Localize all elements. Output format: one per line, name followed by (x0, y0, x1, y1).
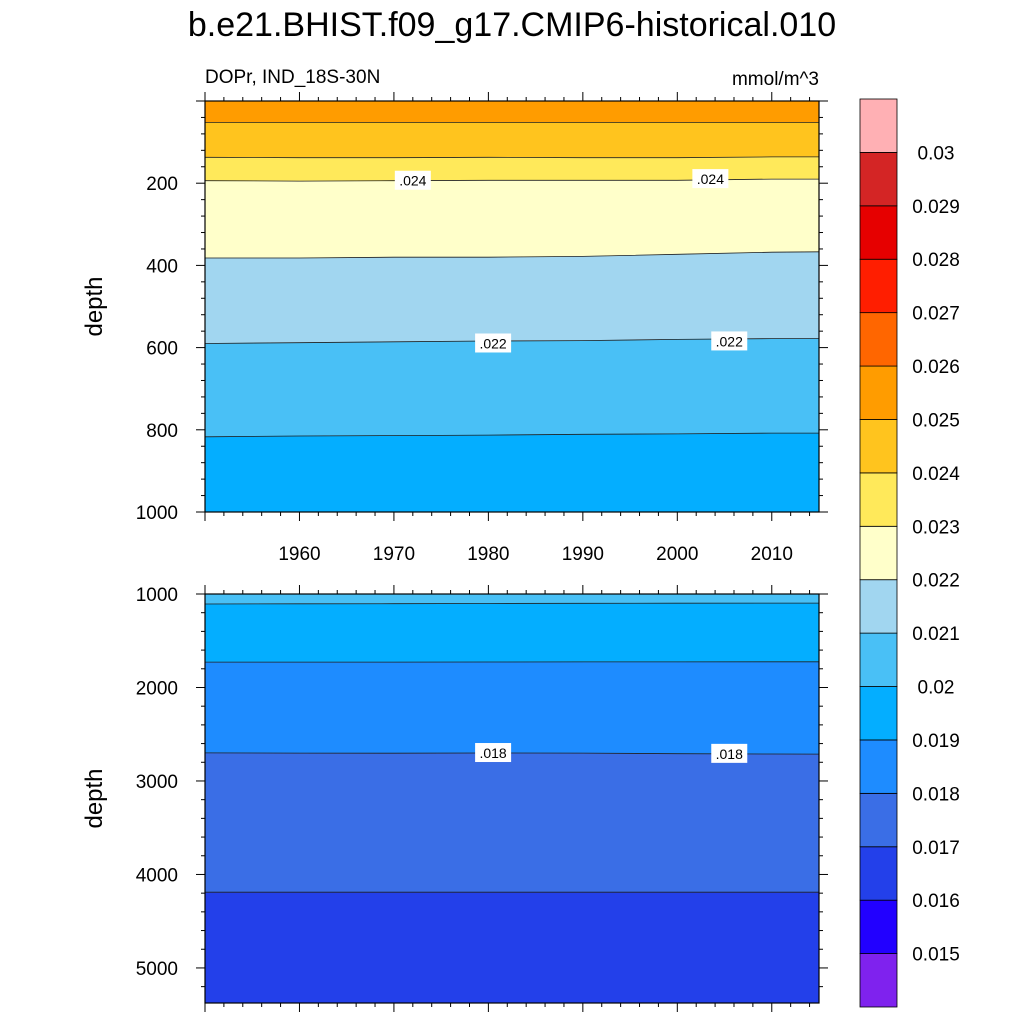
colorbar-swatch (859, 686, 898, 741)
contour-line (205, 602, 819, 605)
y-tick-label: 4000 (136, 865, 178, 886)
colorbar-swatch (859, 739, 898, 794)
contour-label-bg (475, 333, 512, 353)
upper-panel: .024 .024 .022 .022 1960 1970 1980 1990 2000 2010… (81, 92, 828, 565)
y-tick-label: 1000 (136, 503, 178, 524)
colorbar-swatch (859, 312, 898, 367)
y-axis-label: depth (81, 276, 108, 336)
colorbar-label: 0.023 (912, 517, 960, 538)
contour-label-text: .022 (479, 335, 506, 351)
colorbar-label: 0.022 (912, 571, 960, 592)
colorbar-swatch (859, 525, 898, 581)
colorbar-label: 0.021 (912, 624, 960, 645)
colorbar: 0.015 0.016 0.017 0.018 0.019 0.02 0.021 0.022 0… (859, 98, 960, 1008)
contour-band (205, 594, 819, 605)
contour-line (205, 251, 819, 259)
figure-title: b.e21.BHIST.f09_g17.CMIP6-historical.010 (188, 6, 836, 44)
contour-band (205, 752, 819, 893)
colorbar-label: 0.015 (912, 945, 960, 966)
colorbar-label: 0.024 (912, 464, 960, 485)
contour-label-text: .018 (716, 746, 743, 762)
plot-frame (204, 593, 820, 1004)
colorbar-swatch (859, 579, 898, 634)
contour-label: .022 (711, 331, 748, 351)
contour-line (205, 752, 819, 755)
colorbar-swatch (859, 953, 898, 1008)
colorbar-label: 0.018 (912, 784, 960, 805)
y-tick-label: 400 (146, 256, 178, 277)
contour-band (205, 661, 819, 755)
colorbar-swatch (859, 98, 898, 153)
variable-label: DOPr, IND_18S-30N (205, 67, 380, 88)
colorbar-swatch (859, 419, 898, 474)
colorbar-swatch (859, 846, 898, 901)
contour-line (205, 178, 819, 182)
contour-fills: .018 .018 (205, 594, 819, 1003)
contour-label: .024 (692, 169, 729, 189)
colorbar-label: 0.029 (912, 197, 960, 218)
colorbar-swatch (859, 899, 898, 954)
colorbar-swatch (859, 365, 898, 420)
colorbar-swatch (859, 205, 898, 260)
contour-band (205, 122, 819, 158)
y-tick-label: 800 (146, 421, 178, 442)
y-tick-label: 3000 (136, 772, 178, 793)
contour-label-text: .018 (479, 745, 506, 761)
colorbar-label: 0.016 (912, 891, 960, 912)
colorbar-swatch (859, 632, 898, 687)
contour-label-bg (692, 169, 729, 189)
contour-fills: .024 .024 .022 .022 (205, 101, 819, 512)
contour-label: .018 (711, 743, 748, 763)
contour-label-text: .024 (399, 173, 426, 189)
colorbar-label: 0.027 (912, 304, 960, 325)
x-tick-label: 1980 (467, 544, 509, 565)
y-tick-label: 600 (146, 339, 178, 360)
x-tick-label: 2000 (656, 544, 698, 565)
contour-label-bg (711, 743, 748, 763)
contour-band (205, 251, 819, 344)
lower-panel: .018 .018 1000 2000 3000 4000 5000 depth (81, 585, 828, 1012)
contour-band (205, 602, 819, 663)
contour-label-bg (475, 743, 512, 763)
colorbar-label: 0.02 (918, 678, 955, 699)
colorbar-label: 0.03 (918, 143, 955, 164)
y-axis-label: depth (81, 768, 108, 828)
colorbar-swatch (859, 152, 898, 207)
contour-label: .018 (475, 743, 512, 763)
contour-line (205, 338, 819, 344)
contour-band (205, 432, 819, 512)
plot-frame (204, 100, 820, 513)
contour-label-bg (394, 170, 431, 190)
colorbar-label: 0.026 (912, 357, 960, 378)
colorbar-swatch (859, 472, 898, 527)
contour-line (205, 432, 819, 438)
contour-band (205, 178, 819, 259)
contour-band (205, 338, 819, 438)
colorbar-label: 0.017 (912, 838, 960, 859)
contour-line (205, 156, 819, 159)
contour-band (205, 101, 819, 123)
contour-label: .022 (475, 333, 512, 353)
contour-label-text: .022 (716, 333, 743, 349)
contour-band (205, 891, 819, 1003)
y-tick-label: 5000 (136, 959, 178, 980)
x-tick-label: 1990 (562, 544, 604, 565)
contour-label-text: .024 (697, 171, 724, 187)
colorbar-swatch (859, 258, 898, 314)
units-label: mmol/m^3 (732, 69, 819, 90)
colorbar-label: 0.019 (912, 731, 960, 752)
x-tick-label: 1960 (278, 544, 320, 565)
colorbar-label: 0.028 (912, 250, 960, 271)
contour-label-bg (711, 331, 748, 351)
y-tick-label: 2000 (136, 678, 178, 699)
y-tick-label: 200 (146, 174, 178, 195)
colorbar-swatch (859, 792, 898, 848)
x-tick-label: 1970 (373, 544, 415, 565)
x-tick-label: 2010 (751, 544, 793, 565)
y-tick-label: 1000 (136, 585, 178, 606)
contour-label: .024 (394, 170, 431, 190)
colorbar-label: 0.025 (912, 410, 960, 431)
